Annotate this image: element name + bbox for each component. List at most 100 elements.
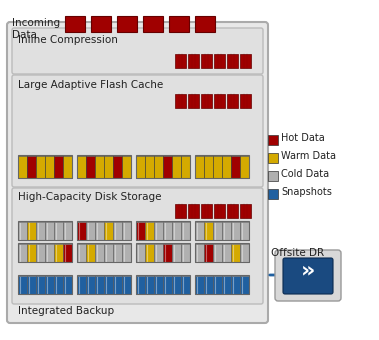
- Bar: [222, 276, 230, 294]
- Bar: [95, 276, 103, 294]
- Bar: [122, 222, 130, 240]
- Bar: [18, 222, 27, 240]
- Bar: [54, 244, 63, 262]
- Bar: [63, 222, 72, 240]
- Bar: [104, 156, 113, 178]
- Bar: [27, 276, 36, 294]
- Bar: [204, 156, 213, 178]
- Bar: [169, 16, 189, 32]
- Bar: [195, 276, 204, 294]
- Bar: [45, 244, 53, 262]
- Bar: [143, 16, 163, 32]
- Bar: [65, 16, 85, 32]
- Bar: [54, 276, 63, 294]
- Bar: [77, 222, 86, 240]
- Bar: [27, 156, 36, 178]
- Bar: [222, 244, 230, 262]
- Bar: [213, 222, 221, 240]
- Bar: [122, 276, 130, 294]
- Bar: [175, 94, 186, 108]
- Text: »: »: [301, 260, 315, 280]
- Bar: [18, 221, 72, 240]
- Bar: [175, 54, 186, 68]
- Bar: [188, 204, 199, 218]
- Bar: [188, 94, 199, 108]
- Bar: [86, 156, 94, 178]
- Bar: [214, 204, 225, 218]
- Bar: [222, 222, 230, 240]
- Bar: [195, 221, 249, 240]
- Bar: [214, 54, 225, 68]
- Bar: [77, 156, 86, 178]
- Bar: [45, 156, 53, 178]
- Bar: [227, 204, 238, 218]
- Bar: [136, 221, 190, 240]
- Bar: [163, 244, 172, 262]
- Bar: [195, 156, 204, 178]
- Bar: [268, 153, 278, 163]
- Bar: [214, 94, 225, 108]
- Bar: [268, 189, 278, 199]
- Text: Large Adaptive Flash Cache: Large Adaptive Flash Cache: [18, 80, 163, 90]
- Bar: [77, 244, 86, 262]
- Bar: [213, 276, 221, 294]
- Bar: [113, 276, 122, 294]
- Bar: [63, 156, 72, 178]
- Bar: [204, 244, 213, 262]
- Bar: [136, 243, 190, 262]
- Bar: [77, 276, 86, 294]
- Bar: [86, 222, 94, 240]
- FancyBboxPatch shape: [12, 28, 263, 74]
- Bar: [195, 243, 249, 262]
- Bar: [95, 244, 103, 262]
- Bar: [136, 276, 144, 294]
- Bar: [122, 156, 130, 178]
- Bar: [240, 156, 249, 178]
- Bar: [268, 171, 278, 181]
- Bar: [195, 275, 249, 294]
- Bar: [104, 276, 113, 294]
- Text: Incoming
Data: Incoming Data: [12, 18, 60, 39]
- Bar: [172, 222, 180, 240]
- Bar: [18, 155, 72, 178]
- Bar: [181, 244, 190, 262]
- Bar: [104, 222, 113, 240]
- FancyBboxPatch shape: [12, 188, 263, 304]
- Bar: [91, 16, 111, 32]
- Bar: [113, 244, 122, 262]
- Bar: [54, 222, 63, 240]
- Bar: [240, 222, 249, 240]
- Bar: [145, 222, 153, 240]
- Bar: [113, 156, 122, 178]
- Bar: [77, 221, 131, 240]
- Bar: [227, 94, 238, 108]
- Bar: [54, 156, 63, 178]
- Bar: [163, 276, 172, 294]
- Bar: [136, 222, 144, 240]
- Bar: [227, 54, 238, 68]
- Bar: [63, 276, 72, 294]
- Bar: [240, 54, 251, 68]
- Bar: [201, 94, 212, 108]
- Bar: [36, 244, 44, 262]
- Bar: [45, 276, 53, 294]
- Text: High-Capacity Disk Storage: High-Capacity Disk Storage: [18, 192, 161, 202]
- Bar: [201, 54, 212, 68]
- Bar: [172, 156, 180, 178]
- Bar: [63, 244, 72, 262]
- Bar: [154, 222, 163, 240]
- Bar: [231, 276, 240, 294]
- Bar: [95, 156, 103, 178]
- FancyBboxPatch shape: [7, 22, 268, 323]
- Bar: [18, 276, 27, 294]
- Bar: [175, 204, 186, 218]
- FancyBboxPatch shape: [12, 75, 263, 187]
- Bar: [240, 244, 249, 262]
- Polygon shape: [155, 33, 195, 48]
- Bar: [222, 156, 230, 178]
- Bar: [95, 222, 103, 240]
- Bar: [86, 276, 94, 294]
- Bar: [195, 16, 215, 32]
- Bar: [77, 243, 131, 262]
- Bar: [27, 244, 36, 262]
